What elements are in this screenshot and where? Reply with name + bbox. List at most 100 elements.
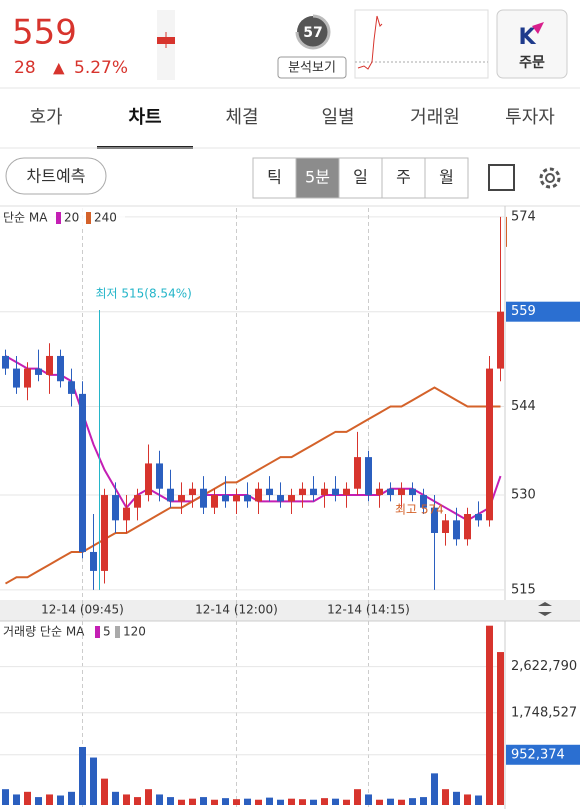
- period-label: 주: [396, 168, 411, 187]
- candle-body: [101, 495, 108, 571]
- annotation: 최저 515(8.54%): [96, 287, 192, 301]
- candle-body: [123, 507, 130, 521]
- volume-bar: [13, 794, 20, 805]
- legend-item: 240: [94, 211, 117, 225]
- y-tick-label: 1,748,527: [511, 705, 577, 720]
- sparkline-box[interactable]: [354, 9, 489, 79]
- period-button[interactable]: [338, 157, 383, 199]
- candle-body: [321, 488, 328, 496]
- volume-bar: [68, 791, 75, 805]
- analysis-button[interactable]: [277, 56, 347, 79]
- candle-body: [57, 355, 64, 382]
- candle-body: [420, 495, 427, 508]
- checkbox[interactable]: [488, 164, 515, 191]
- order-logo: K: [518, 25, 536, 50]
- current-volume-box: [506, 744, 580, 765]
- candle-body: [200, 488, 207, 508]
- period-label: 5분: [305, 168, 330, 187]
- candle-body: [266, 488, 273, 496]
- ma-line: [5, 386, 501, 585]
- y-tick-label: 952,374: [511, 747, 565, 762]
- legend-item: 120: [123, 625, 146, 639]
- candle-body: [156, 463, 163, 489]
- settings-icon[interactable]: [539, 167, 561, 189]
- candle-body: [376, 488, 383, 496]
- y-tick-label: 2,622,790: [511, 659, 577, 674]
- price: 559: [12, 13, 77, 53]
- candle-body: [343, 488, 350, 496]
- candle-body: [13, 368, 20, 388]
- candle-body: [277, 495, 284, 502]
- volume-bar: [475, 795, 482, 805]
- candle-body: [2, 355, 9, 369]
- annotation: 최고 574: [395, 503, 444, 517]
- y-tick-label: 544: [511, 399, 536, 414]
- volume-bar: [178, 799, 185, 805]
- volume-bar: [398, 799, 405, 805]
- volume-bar: [123, 794, 130, 805]
- candle-body: [332, 488, 339, 496]
- x-axis-band: [0, 600, 580, 621]
- tab-label[interactable]: 체결: [225, 107, 258, 128]
- candle-body: [453, 520, 460, 540]
- x-tick-label: 12-14 (14:15): [327, 603, 410, 617]
- legend-label: 거래량 단순 MA: [3, 625, 85, 639]
- change: 28: [14, 58, 36, 78]
- candle-body: [134, 495, 141, 508]
- volume-bar: [497, 652, 504, 805]
- volume-bar: [200, 797, 207, 805]
- resize-handle[interactable]: [538, 602, 552, 616]
- y-tick-label: 574: [511, 209, 536, 224]
- period-button[interactable]: [381, 157, 426, 199]
- mini-candle: [157, 37, 175, 44]
- candle-body: [365, 457, 372, 496]
- ma-line: [5, 355, 502, 522]
- order-logo-arrow: [532, 22, 544, 34]
- settings-icon-center: [545, 173, 555, 183]
- legend-item: 5: [103, 625, 111, 639]
- candle-body: [145, 463, 152, 496]
- volume-bar: [464, 794, 471, 805]
- volume-bar: [189, 798, 196, 805]
- predict-button[interactable]: [5, 157, 107, 195]
- candle-body: [244, 495, 251, 502]
- volume-bar: [35, 797, 42, 805]
- candle-body: [79, 393, 86, 552]
- volume-bar: [277, 799, 284, 805]
- candle-body: [90, 551, 97, 571]
- candle-body: [464, 514, 471, 540]
- period-label: 틱: [267, 168, 282, 187]
- volume-bar: [244, 798, 251, 805]
- order-button[interactable]: [496, 9, 568, 79]
- tab-label[interactable]: 일별: [321, 107, 354, 128]
- tab-label[interactable]: 차트: [128, 107, 161, 128]
- tab-label[interactable]: 투자자: [505, 107, 555, 128]
- up-arrow: ▲: [53, 59, 65, 77]
- volume-bar: [288, 798, 295, 805]
- analysis-button-label: 분석보기: [288, 61, 336, 76]
- volume-bar: [255, 799, 262, 805]
- volume-bar: [222, 798, 229, 805]
- period-button[interactable]: [295, 157, 340, 199]
- tab-label[interactable]: 거래원: [410, 107, 460, 128]
- candle-body: [354, 457, 361, 489]
- volume-bar: [420, 797, 427, 805]
- period-button[interactable]: [424, 157, 469, 199]
- legend-item: 20: [64, 211, 79, 225]
- y-tick-label: 515: [511, 582, 536, 597]
- tab-label[interactable]: 호가: [29, 107, 62, 128]
- period-button[interactable]: [252, 157, 297, 199]
- volume-bar: [453, 791, 460, 805]
- volume-bar: [101, 778, 108, 805]
- volume-bar: [211, 799, 218, 805]
- candle-body: [442, 520, 449, 533]
- candle-body: [310, 488, 317, 496]
- volume-bar: [46, 794, 53, 805]
- candle-body: [387, 488, 394, 496]
- volume-bar: [57, 795, 64, 805]
- period-label: 일: [353, 168, 368, 187]
- y-tick-label: 530: [511, 488, 536, 503]
- candle-body: [299, 488, 306, 496]
- change-pct: 5.27%: [74, 58, 128, 78]
